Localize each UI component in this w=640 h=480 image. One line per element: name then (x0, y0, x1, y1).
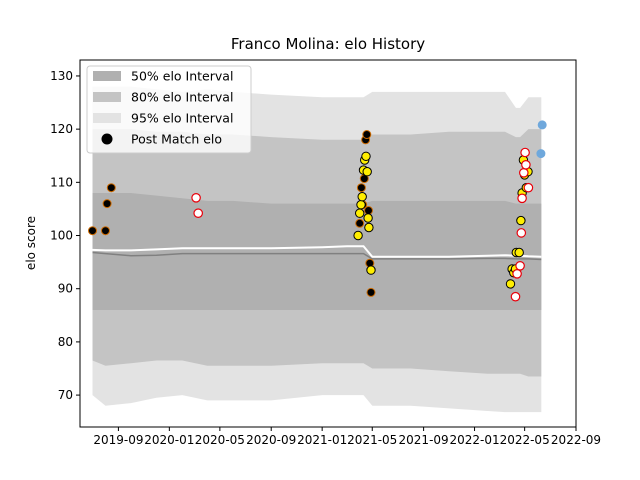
legend-swatch (93, 71, 121, 81)
plot-area (88, 86, 547, 413)
data-point-orange-edge (356, 183, 366, 193)
data-point-red-white (510, 291, 521, 302)
data-point-yellow-black (366, 265, 376, 275)
x-tick-label: 2021-01 (297, 433, 347, 447)
legend-label: Post Match elo (131, 132, 222, 147)
chart-title: Franco Molina: elo History (231, 35, 425, 53)
data-point-projection (537, 120, 547, 130)
interval-bands (92, 86, 542, 413)
band-50-interval (92, 193, 542, 310)
x-tick-label: 2019-09 (93, 433, 143, 447)
plot-frame (79, 59, 577, 428)
median-elo-line (92, 251, 542, 261)
data-point-red-white (515, 260, 525, 271)
data-point-orange-edge (101, 226, 110, 236)
data-point-orange-edge (364, 206, 373, 215)
x-tick-label: 2020-09 (246, 433, 296, 447)
data-point-red-white (518, 168, 529, 178)
data-point-yellow-black (505, 279, 516, 289)
data-point-orange-edge (106, 183, 116, 193)
data-point-yellow-black (363, 213, 373, 223)
data-point-orange-edge (366, 287, 376, 297)
data-point-red-white (512, 268, 522, 279)
legend-label: 50% elo Interval (131, 69, 233, 84)
data-point-yellow-black (361, 151, 371, 162)
data-point-orange-edge (355, 218, 365, 228)
data-point-yellow-black (514, 247, 524, 258)
legend-swatch (93, 113, 121, 123)
y-axis-label: elo score (24, 216, 38, 270)
data-point-yellow-black (353, 230, 363, 241)
x-tick-label: 2022-01 (449, 433, 499, 447)
x-tick-label: 2021-09 (399, 433, 449, 447)
data-point-red-white (520, 147, 530, 158)
data-point-red-white (523, 182, 534, 193)
y-tick-label: 120 (50, 122, 73, 136)
data-point-orange-edge (102, 199, 112, 209)
y-tick-label: 90 (58, 282, 73, 296)
data-point-red-white (517, 193, 527, 204)
data-point-yellow-black (364, 222, 374, 233)
post-match-points (88, 120, 547, 302)
data-point-red-white (191, 193, 201, 203)
x-tick-label: 2022-05 (500, 433, 550, 447)
data-point-orange-edge (362, 130, 372, 139)
y-tick-label: 110 (50, 175, 73, 189)
y-tick-label: 100 (50, 229, 73, 243)
data-point-red-white (516, 228, 527, 238)
legend-box (86, 65, 252, 154)
y-tick-label: 80 (58, 335, 73, 349)
x-tick-label: 2022-09 (551, 433, 601, 447)
data-point-yellow-black (516, 215, 526, 226)
data-point-projection (536, 149, 546, 159)
legend-label: 80% elo Interval (131, 90, 233, 105)
data-point-red-white (193, 208, 203, 218)
data-point-red-white (521, 160, 531, 170)
legend-marker (101, 133, 113, 145)
x-tick-label: 2021-05 (347, 433, 397, 447)
legend-label: 95% elo Interval (131, 111, 233, 126)
legend: 50% elo Interval 80% elo Interval 95% elo … (86, 65, 252, 154)
x-tick-label: 2020-01 (144, 433, 194, 447)
data-point-yellow-black (357, 192, 367, 202)
data-point-orange-edge (88, 226, 97, 236)
x-tick-label: 2020-05 (195, 433, 245, 447)
legend-swatch (93, 92, 121, 102)
y-tick-label: 130 (50, 69, 73, 83)
y-tick-label: 70 (58, 388, 73, 402)
data-point-yellow-black (355, 208, 365, 218)
data-point-yellow-black (362, 167, 372, 177)
data-point-yellow-black (356, 200, 366, 210)
